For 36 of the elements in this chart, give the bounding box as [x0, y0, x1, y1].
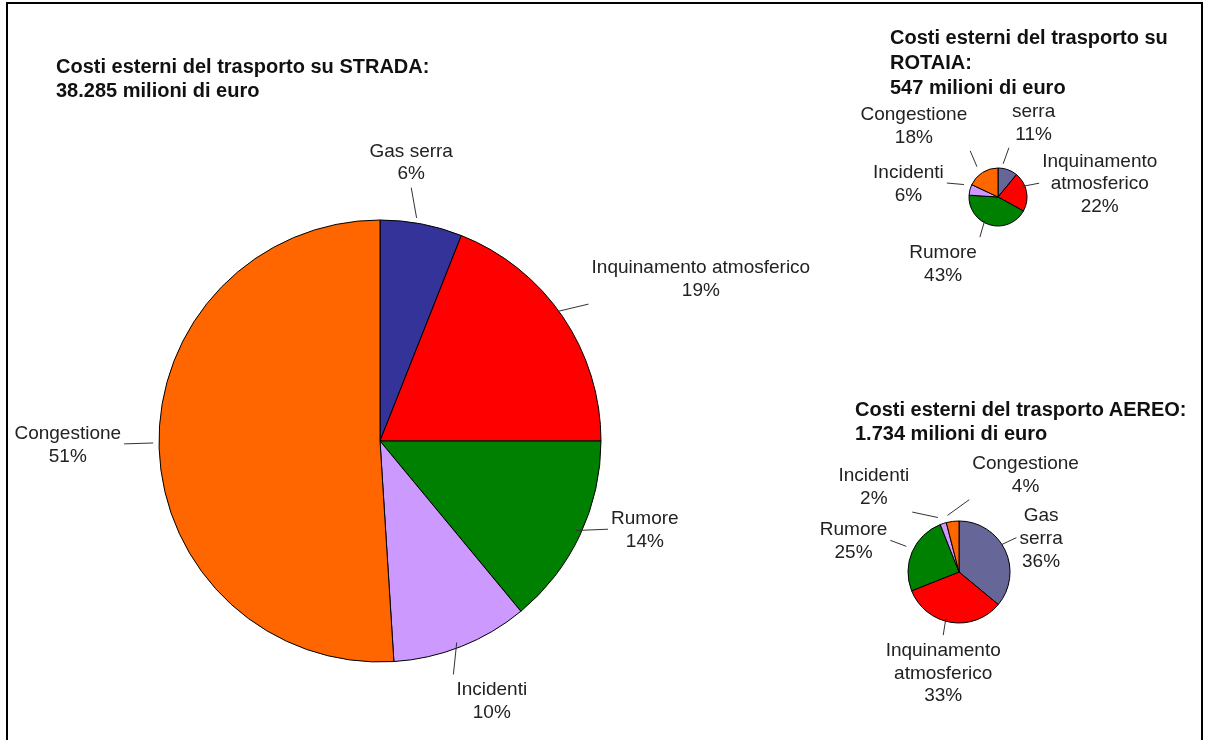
data-label: 36% [1022, 549, 1061, 571]
chart-subtitle: 1.734 milioni di euro [855, 421, 1049, 445]
chart-subtitle: 547 milioni di euro [890, 75, 1067, 100]
slice-label: Inquinamento atmosferico [591, 256, 811, 278]
data-label: 6% [894, 183, 923, 205]
slice-label: Gas serra [369, 139, 454, 161]
data-label: 6% [397, 162, 426, 184]
data-label: 19% [681, 278, 720, 300]
chart-title: Costi esterni del trasporto su ROTAIA: [890, 25, 1169, 75]
slice-label: Incidenti [873, 160, 944, 182]
chart-subtitle: 38.285 milioni di euro [56, 78, 261, 102]
data-label: 10% [472, 700, 511, 722]
data-label: 33% [924, 684, 963, 706]
slice-label: Incidenti [838, 464, 910, 486]
data-label: 18% [894, 125, 933, 147]
slice-label: Inquinamento atmosferico [885, 638, 1001, 683]
slice-label: Rumore [611, 507, 679, 529]
slice-label: Inquinamento atmosferico [1042, 149, 1158, 194]
data-label: 11% [1015, 122, 1052, 144]
data-label: 51% [48, 444, 87, 466]
slice-label: Gas serra [1019, 504, 1064, 548]
slice-label: serra [1011, 99, 1056, 121]
slice-label: Rumore [819, 518, 888, 540]
slice-label: Rumore [909, 240, 977, 262]
chart-title: Costi esterni del trasporto su STRADA: [56, 54, 431, 78]
slice-label: Congestione [972, 451, 1079, 473]
slice-label: Congestione [860, 102, 968, 124]
chart-title: Costi esterni del trasporto AEREO: [855, 397, 1188, 421]
data-label: 22% [1080, 195, 1119, 217]
slice-label: Incidenti [456, 678, 528, 700]
data-label: 43% [924, 263, 963, 285]
data-label: 4% [1011, 474, 1040, 496]
data-label: 25% [834, 541, 873, 563]
data-label: 2% [860, 486, 888, 508]
data-label: 14% [625, 529, 664, 551]
slice-label: Congestione [14, 421, 122, 443]
